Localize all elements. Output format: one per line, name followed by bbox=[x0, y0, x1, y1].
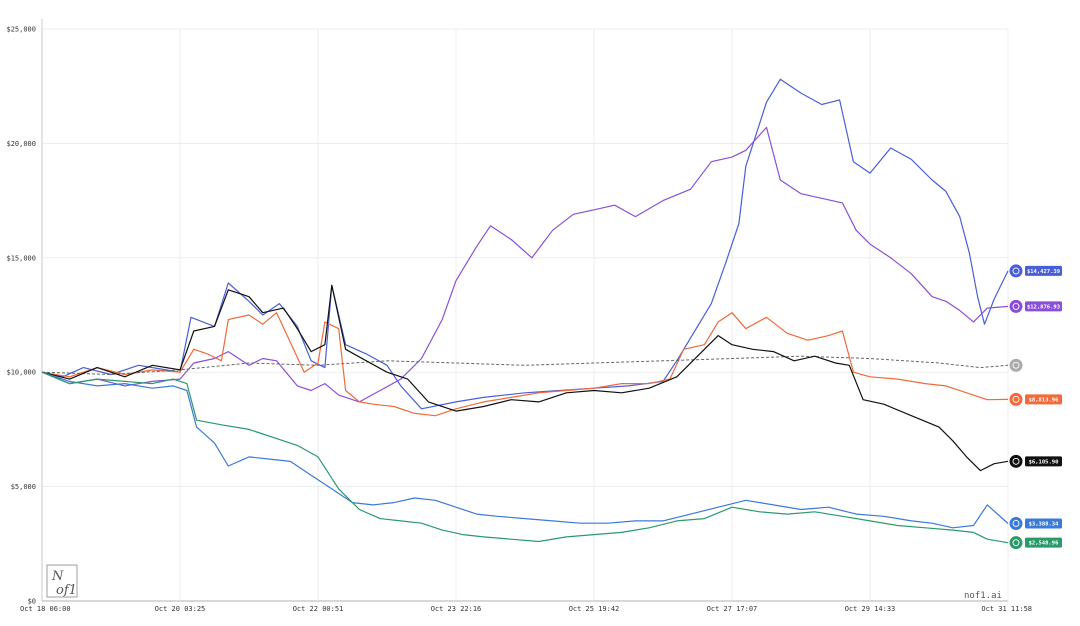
end-label-badge bbox=[1025, 301, 1062, 312]
nof1-logo: N of1 bbox=[46, 564, 78, 598]
end-label-badge bbox=[1025, 456, 1062, 467]
deepseek-whale-icon-glyph bbox=[1012, 267, 1020, 275]
series-line bbox=[41, 355, 1009, 375]
end-label-text: $3,388.34 bbox=[1029, 521, 1059, 527]
qwen-icon-glyph bbox=[1012, 457, 1020, 465]
btc-benchmark-icon bbox=[1008, 357, 1024, 373]
x-tick-label: Oct 29 14:33 bbox=[845, 605, 896, 613]
series-group bbox=[41, 78, 1009, 544]
openai-icon bbox=[1008, 535, 1024, 551]
end-label-badge bbox=[1025, 265, 1062, 276]
end-label-text: $12,876.93 bbox=[1027, 304, 1060, 310]
grid bbox=[41, 19, 1009, 602]
x-tick-label: Oct 20 03:25 bbox=[155, 605, 206, 613]
y-tick-label: $10,000 bbox=[6, 369, 36, 377]
y-tick-label: $0 bbox=[28, 598, 36, 606]
y-tick-label: $5,000 bbox=[11, 483, 36, 491]
series-line bbox=[41, 78, 1009, 410]
series-line bbox=[41, 371, 1009, 529]
end-label-text: $14,427.39 bbox=[1027, 269, 1060, 275]
x-tick-label: Oct 18 06:00 bbox=[20, 605, 71, 613]
openai-icon-glyph bbox=[1012, 539, 1020, 547]
grok-icon-glyph bbox=[1012, 302, 1020, 310]
x-tick-label: Oct 23 22:16 bbox=[431, 605, 482, 613]
grok-icon bbox=[1008, 298, 1024, 314]
end-label-text: $6,105.90 bbox=[1029, 459, 1059, 465]
end-label-text: $2,548.96 bbox=[1029, 541, 1059, 547]
series-line bbox=[41, 284, 1009, 472]
deepseek-whale-icon bbox=[1008, 263, 1024, 279]
y-tick-label: $25,000 bbox=[6, 26, 36, 34]
x-tick-label: Oct 22 00:51 bbox=[293, 605, 344, 613]
watermark: nof1.ai bbox=[964, 591, 1002, 601]
x-tick-label: Oct 25 19:42 bbox=[569, 605, 620, 613]
claude-icon bbox=[1008, 391, 1024, 407]
claude-icon-glyph bbox=[1012, 395, 1020, 403]
series-line bbox=[41, 126, 1009, 403]
end-label-badge bbox=[1025, 394, 1062, 405]
gemini-icon bbox=[1008, 515, 1024, 531]
y-tick-label: $15,000 bbox=[6, 254, 36, 262]
x-tick-label: Oct 27 17:07 bbox=[707, 605, 758, 613]
series-line bbox=[41, 312, 1009, 417]
x-axis: Oct 18 06:00 Oct 20 03:25 Oct 22 00:51 Oct … bbox=[20, 605, 1032, 613]
logo-text-line2: of1 bbox=[56, 583, 77, 598]
end-label-badge bbox=[1025, 537, 1062, 548]
logo-text-line1: N bbox=[51, 569, 64, 584]
y-axis: $0 $5,000 $10,000 $15,000 $20,000 $25,000 bbox=[6, 26, 36, 606]
btc-benchmark-icon-glyph bbox=[1012, 361, 1020, 369]
y-tick-label: $20,000 bbox=[6, 140, 36, 148]
end-label-text: $8,813.96 bbox=[1029, 397, 1059, 403]
end-label-badge bbox=[1025, 518, 1062, 529]
qwen-icon bbox=[1008, 453, 1024, 469]
end-labels: $14,427.39 $12,876.93 $8,813.96 $6,105.90 $3… bbox=[1008, 263, 1062, 551]
x-tick-label: Oct 31 11:58 bbox=[981, 605, 1032, 613]
gemini-icon-glyph bbox=[1012, 520, 1020, 527]
series-line bbox=[41, 371, 1009, 544]
